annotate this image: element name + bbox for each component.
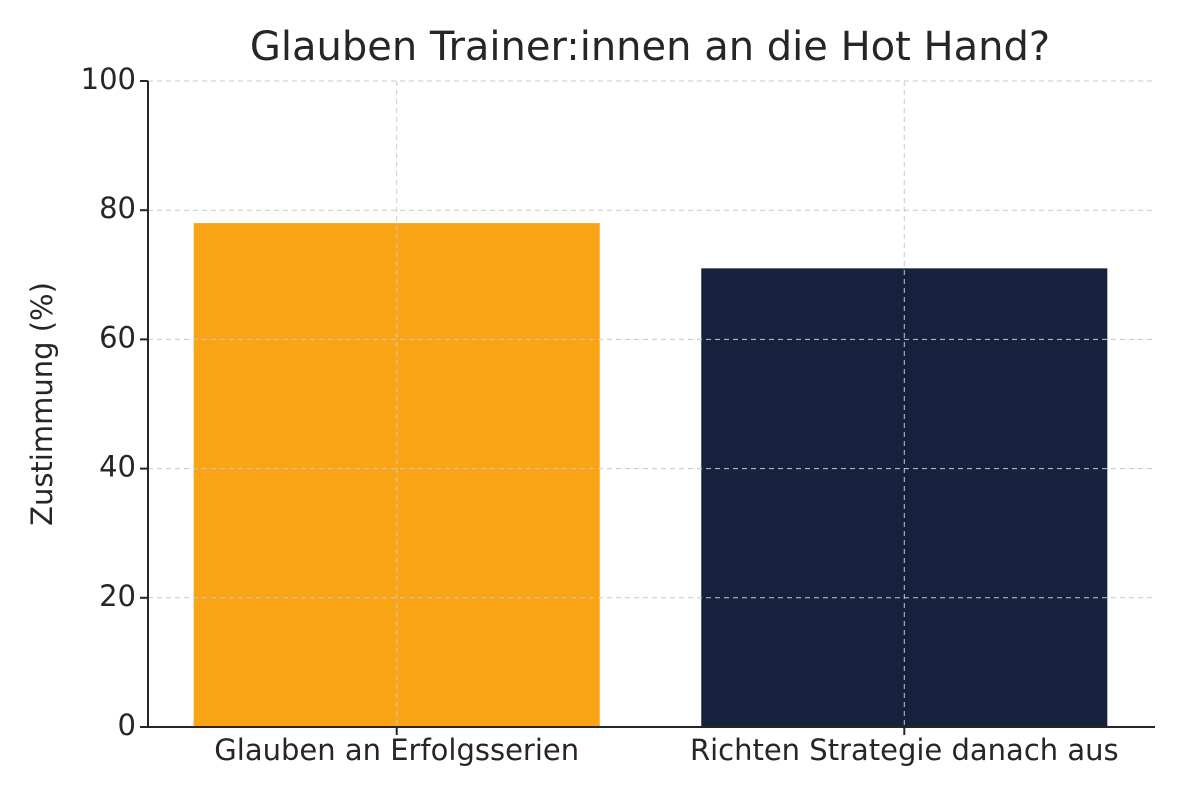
x-tick-label: Richten Strategie danach aus xyxy=(690,733,1119,767)
x-tick-label: Glauben an Erfolgsserien xyxy=(214,733,579,767)
y-tick-label: 100 xyxy=(81,62,136,96)
y-tick-label: 60 xyxy=(99,320,136,354)
y-tick-label: 20 xyxy=(99,579,136,613)
y-tick-label: 80 xyxy=(99,191,136,225)
y-tick-label: 0 xyxy=(118,708,136,742)
chart-title: Glauben Trainer:innen an die Hot Hand? xyxy=(250,24,1050,70)
y-tick-label: 40 xyxy=(99,450,136,484)
y-axis-label: Zustimmung (%) xyxy=(25,282,59,526)
